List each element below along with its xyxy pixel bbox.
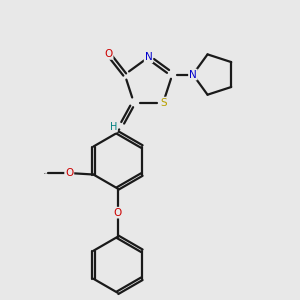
Text: O: O	[104, 49, 113, 59]
Text: N: N	[145, 52, 152, 62]
Text: O: O	[65, 168, 74, 178]
Text: methoxy: methoxy	[44, 172, 50, 174]
Text: N: N	[189, 70, 197, 80]
Text: S: S	[160, 98, 166, 107]
Text: O: O	[113, 208, 122, 218]
Text: H: H	[110, 122, 117, 132]
